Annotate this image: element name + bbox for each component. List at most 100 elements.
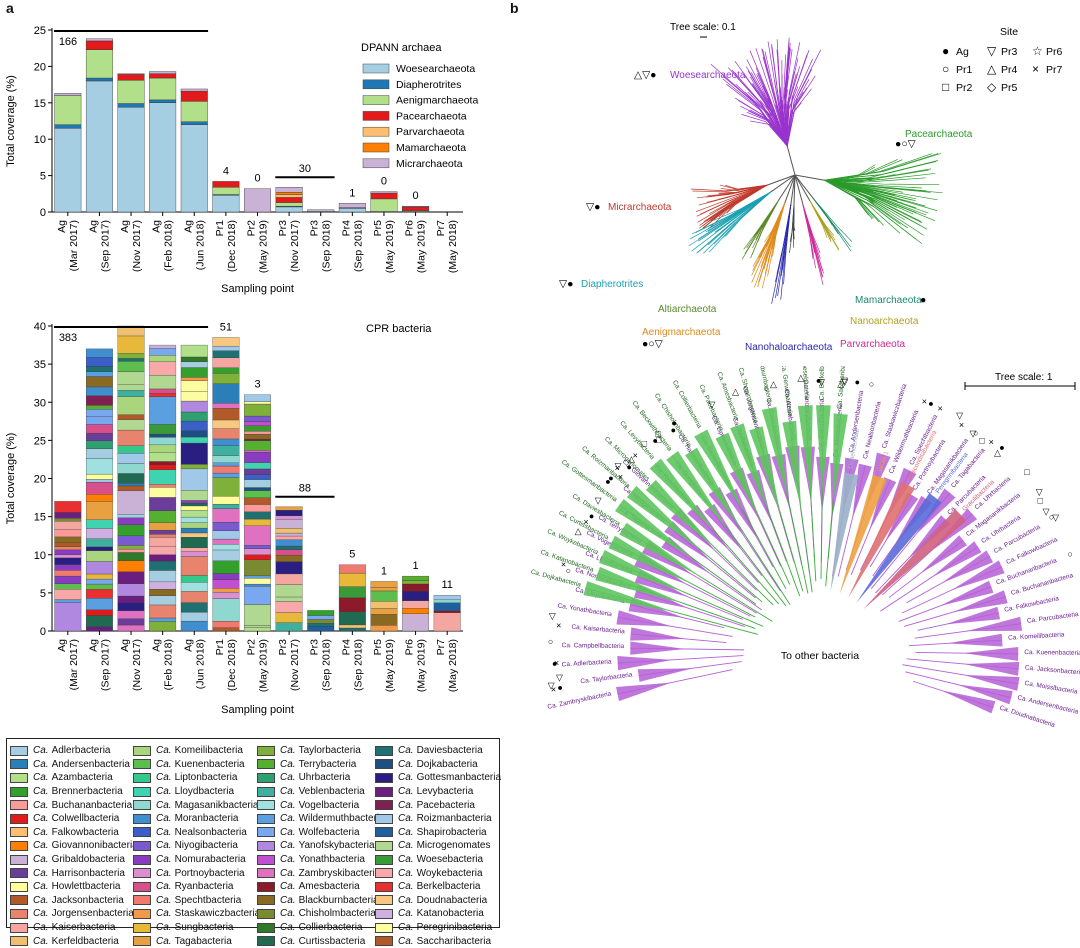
bar-segment [180, 612, 208, 622]
legend-item: Ca. Nomurabacteria [133, 853, 260, 867]
x-tick-date: (Jun 2018) [194, 220, 206, 270]
bar-segment [244, 438, 271, 441]
clade-label: Diapherotrites [581, 279, 643, 290]
tree-leaf [789, 204, 795, 242]
tree-clade-wedge [704, 503, 743, 552]
bar-segment [149, 522, 177, 531]
legend-item: Ca. Portnoybacteria [133, 866, 260, 880]
bar-segment [149, 581, 177, 590]
legend-label: Harrisonbacteria [51, 867, 125, 879]
site-name: Pr5 [1001, 82, 1018, 94]
bar-segment [54, 589, 82, 600]
legend-item: Ca. Komeilibacteria [133, 744, 260, 758]
legend-item: Ca. Brennerbacteria [10, 785, 138, 799]
bar-segment [212, 403, 240, 409]
x-tick-date: (May 2018) [447, 639, 459, 692]
clade-label: Micrarchaeota [608, 202, 672, 213]
bar-segment [307, 626, 335, 632]
x-tick-site: Pr7 [435, 639, 447, 656]
x-tick-site: Pr2 [246, 220, 258, 237]
bar-segment [212, 598, 240, 622]
tree-leaf [824, 168, 905, 181]
legend-prefix: Ca. [33, 799, 49, 811]
tree-leaf [802, 203, 822, 272]
bar-segment [54, 536, 82, 544]
tree-clade-wedge [963, 647, 1019, 661]
bar-segment [117, 524, 145, 536]
x-tick-date: (May 2018) [447, 220, 459, 273]
annotation-label: 166 [59, 36, 77, 48]
bar-segment [117, 618, 145, 626]
site-marker: □ [642, 439, 648, 449]
site-marker: △ [770, 379, 777, 389]
x-tick-site: Pr6 [404, 639, 416, 656]
bar-segment [212, 621, 240, 628]
legend-prefix: Ca. [33, 935, 49, 947]
legend-swatch [10, 813, 28, 824]
bar-segment [149, 99, 177, 104]
legend-prefix: Ca. [156, 799, 172, 811]
legend-swatch [375, 786, 393, 797]
x-tick-date: (Jun 2018) [194, 639, 206, 689]
tree-leaf [824, 179, 879, 183]
site-name: Pr6 [1046, 46, 1063, 58]
bar-segment [370, 614, 398, 626]
site-marker: ● [557, 682, 562, 692]
legend-prefix: Ca. [156, 935, 172, 947]
legend-prefix: Ca. [280, 908, 296, 920]
bar-segment [212, 367, 240, 374]
legend-item: Ca. Shapirobacteria [375, 826, 501, 840]
tree-leaf [772, 203, 786, 257]
bar-segment [212, 438, 240, 446]
annotation-label: 1 [381, 565, 387, 577]
legend-label: Mamarchaeota [396, 142, 466, 154]
bar-segment [244, 497, 271, 505]
tree-leaf [802, 203, 816, 269]
bar-segment [307, 623, 335, 627]
tree-clade-wedge [869, 477, 897, 531]
x-tick-date: (Dec 2018) [226, 639, 238, 691]
legend-swatch [362, 63, 390, 74]
tree-leaf [786, 42, 801, 147]
tree-clade-wedge [617, 656, 673, 671]
clade-site-symbols: ●○▽ [642, 338, 664, 350]
bar-segment [212, 383, 240, 404]
tree-clade-wedge [599, 549, 685, 593]
legend-label: Taylorbacteria [298, 745, 361, 757]
bar-segment [275, 192, 303, 195]
legend-label: Blackburnbacteria [298, 894, 379, 906]
y-axis-label: Total coverage (%) [5, 75, 17, 167]
bar-segment [180, 361, 208, 368]
bar-segment [212, 544, 240, 551]
bar-segment [117, 361, 145, 372]
bar-segment [180, 547, 208, 552]
legend-label: Niyogibacteria [174, 840, 238, 852]
bar-segment [275, 202, 303, 207]
legend-prefix: Ca. [33, 854, 49, 866]
legend-swatch [375, 840, 393, 851]
bar-segment [54, 95, 82, 125]
bar-segment [212, 373, 240, 384]
x-tick-site: Pr5 [372, 220, 384, 237]
legend-swatch [133, 854, 151, 865]
tree-leaf [784, 37, 790, 147]
bar-segment [54, 529, 82, 538]
bar-segment [212, 350, 240, 358]
bar-segment [85, 598, 113, 611]
tree-clade-label: Ca. Woesebacteria [800, 366, 810, 401]
x-tick-date: (Feb 2018) [163, 220, 175, 271]
bar-segment [149, 424, 177, 435]
legend-prefix: Ca. [33, 758, 49, 770]
site-marker: ▽ [1036, 487, 1043, 497]
bar-segment [85, 573, 113, 580]
legend-swatch [133, 745, 151, 756]
x-tick-date: (Dec 2018) [226, 220, 238, 272]
bar-segment [244, 425, 271, 432]
site-marker: × [551, 685, 556, 695]
legend-prefix: Ca. [398, 772, 414, 784]
bar-segment [244, 511, 271, 520]
bar-segment [244, 440, 271, 451]
bar-segment [85, 409, 113, 417]
tree-clade-wedge [953, 590, 1008, 613]
legend-label: Woesearchaeota [396, 63, 475, 75]
